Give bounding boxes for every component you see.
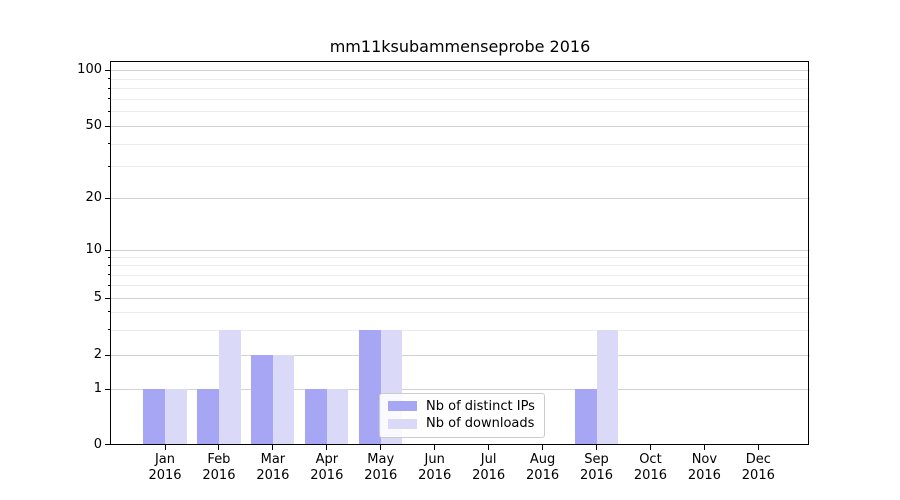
x-tick-mark <box>272 445 274 450</box>
gridline-major <box>110 126 810 127</box>
legend-swatch <box>388 418 417 429</box>
y-tick-label: 50 <box>85 118 102 133</box>
gridline-major <box>110 198 810 199</box>
gridline-minor <box>110 143 810 145</box>
gridline-minor <box>110 98 810 100</box>
legend: Nb of distinct IPs Nb of downloads <box>379 392 545 438</box>
gridline-major <box>110 250 810 251</box>
bar-downloads <box>326 389 349 445</box>
gridline-minor <box>110 111 810 113</box>
legend-item: Nb of distinct IPs <box>388 399 536 414</box>
x-tick-label: Jul 2016 <box>472 452 506 483</box>
legend-swatch <box>388 401 417 412</box>
gridline-minor <box>110 285 810 287</box>
x-tick-mark <box>380 445 382 450</box>
y-tick-label: 0 <box>93 436 102 452</box>
x-tick-mark <box>703 445 705 450</box>
x-tick-mark <box>434 445 436 450</box>
y-tick-label: 10 <box>85 242 102 257</box>
y-tick-label: 1 <box>93 381 102 396</box>
y-tick-label: 2 <box>93 347 102 362</box>
x-tick-mark <box>164 445 166 450</box>
legend-label: Nb of distinct IPs <box>426 398 535 414</box>
x-tick-mark <box>488 445 490 450</box>
y-tick-label: 100 <box>77 62 102 77</box>
x-tick-mark <box>542 445 544 450</box>
x-tick-mark <box>757 445 759 450</box>
bar-distinct-ips <box>197 389 219 445</box>
gridline-minor <box>110 274 810 276</box>
gridline-major <box>110 298 810 299</box>
x-tick-label: Aug 2016 <box>526 452 560 483</box>
gridline-minor <box>110 329 810 331</box>
gridline-major <box>110 70 810 71</box>
x-tick-label: Dec 2016 <box>741 452 775 483</box>
x-tick-label: Nov 2016 <box>687 452 721 483</box>
x-tick-mark <box>596 445 598 450</box>
chart-title: mm11ksubammenseprobe 2016 <box>329 37 591 56</box>
x-tick-mark <box>649 445 651 450</box>
bar-downloads <box>596 329 619 445</box>
bar-downloads <box>165 389 187 445</box>
x-tick-label: Jun 2016 <box>418 452 452 483</box>
legend-label: Nb of downloads <box>426 416 535 432</box>
y-tick-label: 5 <box>93 290 102 305</box>
x-tick-mark <box>218 445 220 450</box>
gridline-major <box>110 389 810 390</box>
x-tick-label: Oct 2016 <box>633 452 667 483</box>
gridline-minor <box>110 257 810 259</box>
gridline-minor <box>110 311 810 313</box>
gridline-minor <box>110 265 810 267</box>
bar-distinct-ips <box>574 389 597 445</box>
bar-distinct-ips <box>305 389 327 445</box>
bar-distinct-ips <box>251 355 273 445</box>
x-tick-label: Mar 2016 <box>256 452 290 483</box>
bar-downloads <box>218 329 241 445</box>
x-tick-label: Apr 2016 <box>310 452 344 483</box>
x-tick-label: May 2016 <box>364 452 398 483</box>
x-tick-label: Jan 2016 <box>148 452 182 483</box>
y-tick-label: 20 <box>85 190 102 205</box>
bar-distinct-ips <box>143 389 165 445</box>
plot-area <box>110 61 810 445</box>
x-tick-label: Feb 2016 <box>202 452 236 483</box>
x-tick-label: Sep 2016 <box>579 452 614 483</box>
gridline-minor <box>110 166 810 168</box>
legend-item: Nb of downloads <box>388 416 536 431</box>
bar-distinct-ips <box>359 329 381 445</box>
x-tick-mark <box>326 445 328 450</box>
bar-downloads <box>272 355 295 445</box>
gridline-major <box>110 355 810 356</box>
gridline-minor <box>110 78 810 80</box>
gridline-minor <box>110 88 810 90</box>
